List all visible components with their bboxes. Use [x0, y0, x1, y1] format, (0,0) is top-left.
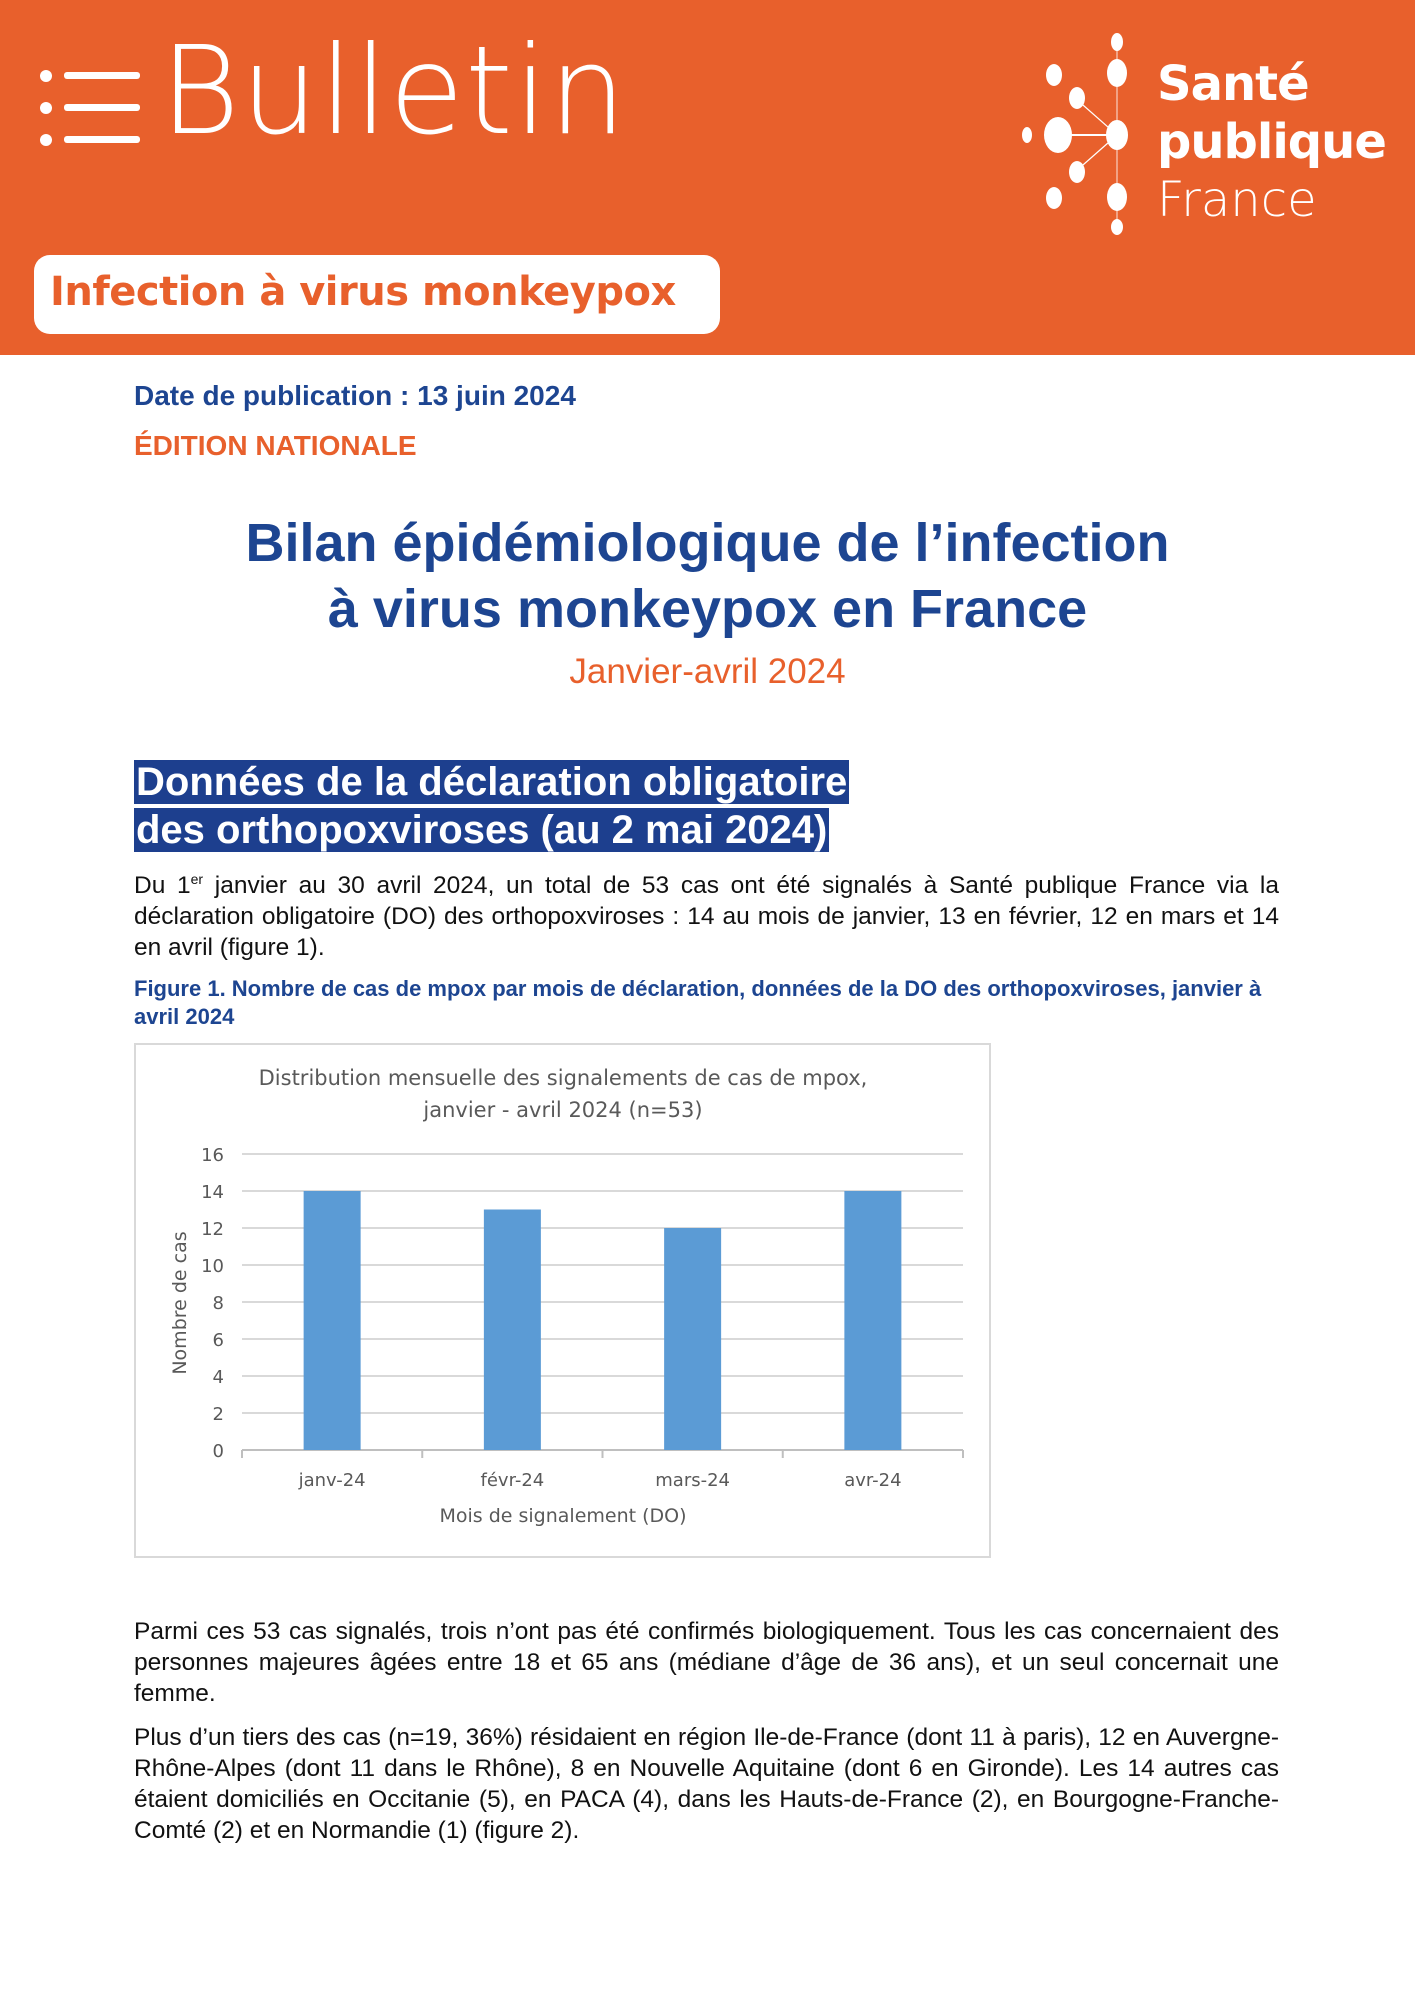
bar-févr-24	[483, 1209, 541, 1450]
bulletin-title: Bulletin	[160, 20, 628, 162]
y-tick-label: 6	[213, 1330, 224, 1351]
section-heading: Données de la déclaration obligatoire de…	[134, 758, 850, 854]
header-banner: Bulletin Santé publique France Infection…	[0, 0, 1415, 355]
paragraph-intro: Du 1er janvier au 30 avril 2024, un tota…	[134, 870, 1279, 963]
chart-title-line-2: janvier - avril 2024 (n=53)	[422, 1098, 702, 1122]
y-tick-label: 8	[213, 1293, 224, 1314]
x-tick-label: janv-24	[298, 1470, 366, 1491]
figure-caption: Figure 1. Nombre de cas de mpox par mois…	[134, 976, 1262, 1029]
sante-publique-france-logo-icon	[1022, 33, 1128, 235]
chart-title-line-1: Distribution mensuelle des signalements …	[259, 1066, 868, 1090]
topic-pill: Infection à virus monkeypox	[34, 255, 720, 334]
y-axis-label: Nombre de cas	[169, 1231, 191, 1374]
paragraph-regions: Plus d’un tiers des cas (n=19, 36%) rési…	[134, 1724, 1279, 1844]
topic-label: Infection à virus monkeypox	[50, 269, 676, 315]
bar-chart: Distribution mensuelle des signalements …	[134, 1043, 991, 1558]
page-subtitle: Janvier-avril 2024	[569, 652, 846, 691]
edition-label: ÉDITION NATIONALE	[134, 430, 417, 461]
logo-wordmark: Santé publique France	[1157, 55, 1387, 229]
title-line-1: Bilan épidémiologique de l’infection	[245, 513, 1170, 573]
bar-avr-24	[844, 1191, 902, 1450]
paragraph-cases: Parmi ces 53 cas signalés, trois n’ont p…	[134, 1618, 1279, 1707]
page-title: Bilan épidémiologique de l’infection à v…	[0, 510, 1415, 642]
logo-line-3: France	[1157, 172, 1317, 228]
publication-date: Date de publication : 13 juin 2024	[134, 380, 576, 411]
para1-rest: janvier au 30 avril 2024, un total de 53…	[134, 872, 1279, 961]
x-axis-label: Mois de signalement (DO)	[439, 1505, 686, 1527]
para1-start: Du 1	[134, 872, 191, 899]
section-heading-line-2: des orthopoxviroses (au 2 mai 2024)	[134, 808, 830, 852]
x-tick-label: mars-24	[655, 1470, 730, 1491]
logo-line-1: Santé	[1157, 56, 1310, 112]
para1-superscript: er	[190, 870, 204, 887]
y-tick-label: 14	[201, 1182, 224, 1203]
list-icon	[40, 70, 140, 146]
y-tick-label: 4	[213, 1367, 224, 1388]
y-tick-label: 16	[201, 1145, 224, 1166]
y-tick-label: 10	[201, 1256, 224, 1277]
y-tick-label: 2	[213, 1404, 224, 1425]
bar-mars-24	[664, 1228, 722, 1450]
logo-line-2: publique	[1157, 114, 1387, 170]
x-tick-label: févr-24	[481, 1470, 545, 1491]
y-tick-label: 12	[201, 1219, 224, 1240]
title-line-2: à virus monkeypox en France	[327, 579, 1088, 639]
section-heading-line-1: Données de la déclaration obligatoire	[134, 760, 850, 804]
bar-janv-24	[303, 1191, 361, 1450]
y-tick-label: 0	[213, 1441, 224, 1462]
x-tick-label: avr-24	[844, 1470, 901, 1491]
chart-svg: Distribution mensuelle des signalements …	[169, 1066, 964, 1527]
